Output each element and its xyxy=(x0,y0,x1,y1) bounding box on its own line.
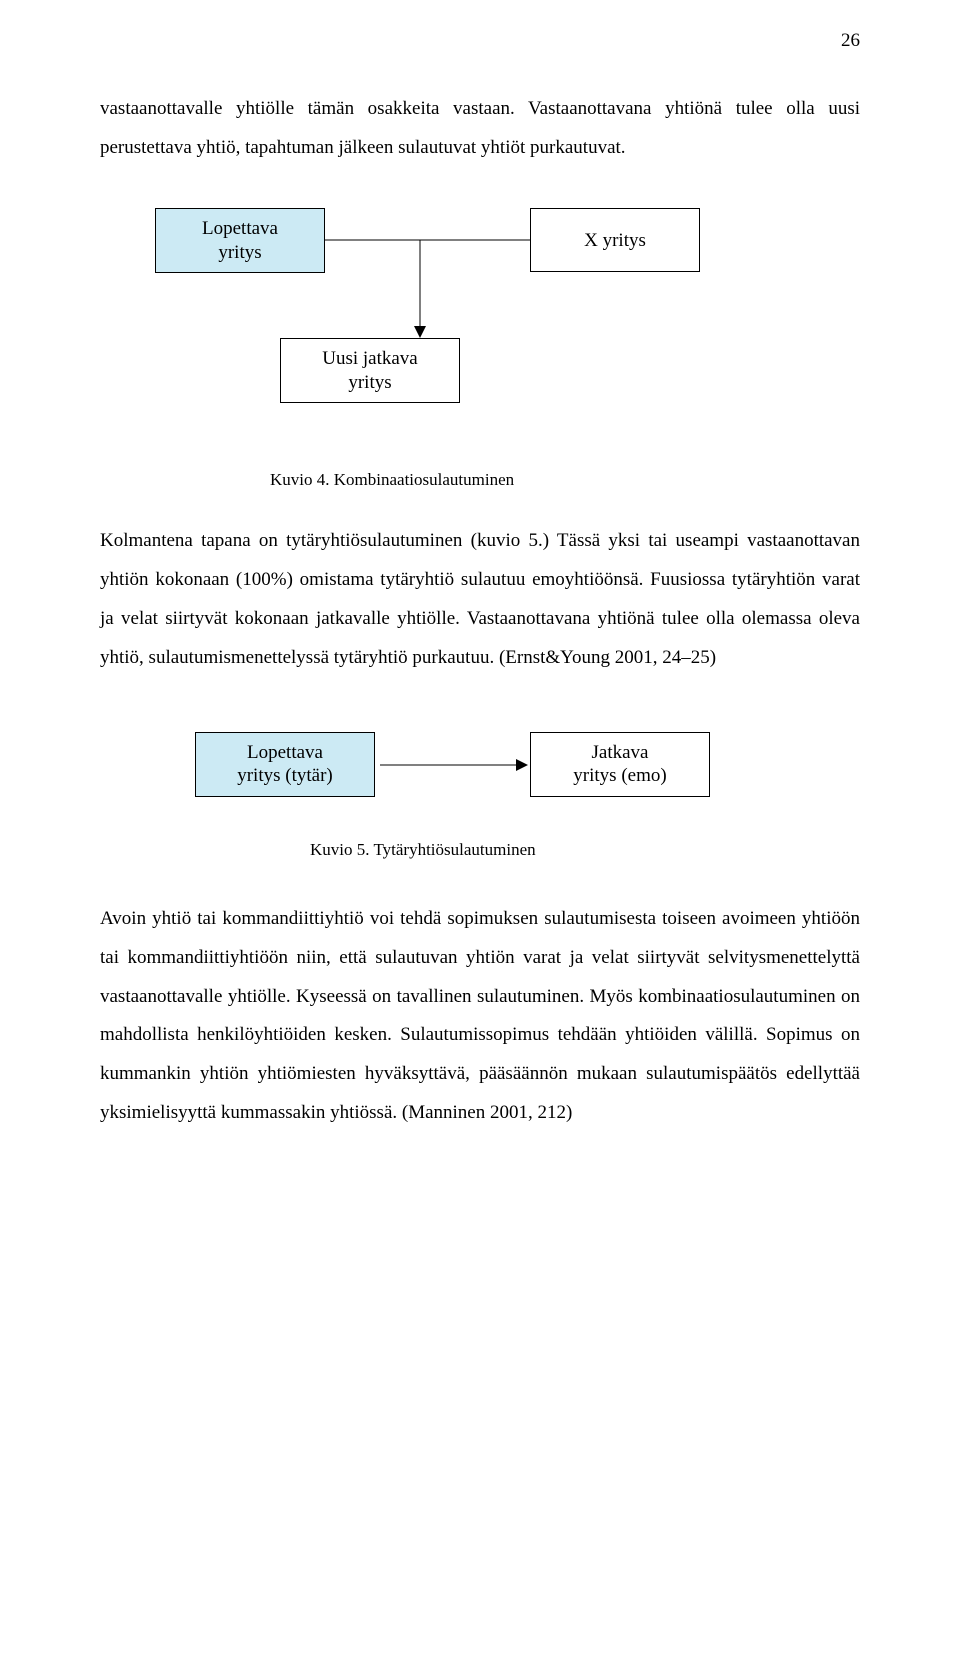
caption-kuvio4: Kuvio 4. Kombinaatiosulautuminen xyxy=(270,470,860,490)
paragraph-1: vastaanottavalle yhtiölle tämän osakkeit… xyxy=(100,90,860,168)
box-lopettava-yritys: Lopettava yritys xyxy=(155,208,325,274)
box3-line1: Uusi jatkava xyxy=(322,348,418,369)
diagram-kombinaatio: Lopettava yritys X yritys Uusi jatkava y… xyxy=(100,200,860,460)
box-uusi-jatkava: Uusi jatkava yritys xyxy=(280,338,460,404)
d2-box2-line1: Jatkava xyxy=(592,742,649,763)
paragraph-3: Avoin yhtiö tai kommandiittiyhtiö voi te… xyxy=(100,900,860,1134)
box1-line2: yritys xyxy=(218,242,261,263)
diagram-tytaryhtio: Lopettava yritys (tytär) Jatkava yritys … xyxy=(100,710,860,830)
box-x-yritys: X yritys xyxy=(530,208,700,272)
box-jatkava-emo: Jatkava yritys (emo) xyxy=(530,732,710,798)
d2-box1-line2: yritys (tytär) xyxy=(237,765,333,786)
d2-box2-line2: yritys (emo) xyxy=(573,765,666,786)
box-lopettava-tytar: Lopettava yritys (tytär) xyxy=(195,732,375,798)
page: 26 vastaanottavalle yhtiölle tämän osakk… xyxy=(0,0,960,1660)
page-number: 26 xyxy=(841,30,860,52)
box2-text: X yritys xyxy=(584,230,646,251)
paragraph-2: Kolmantena tapana on tytäryhtiösulautumi… xyxy=(100,522,860,678)
box3-line2: yritys xyxy=(348,372,391,393)
caption-kuvio5: Kuvio 5. Tytäryhtiösulautuminen xyxy=(310,840,860,860)
box1-line1: Lopettava xyxy=(202,218,278,239)
d2-box1-line1: Lopettava xyxy=(247,742,323,763)
